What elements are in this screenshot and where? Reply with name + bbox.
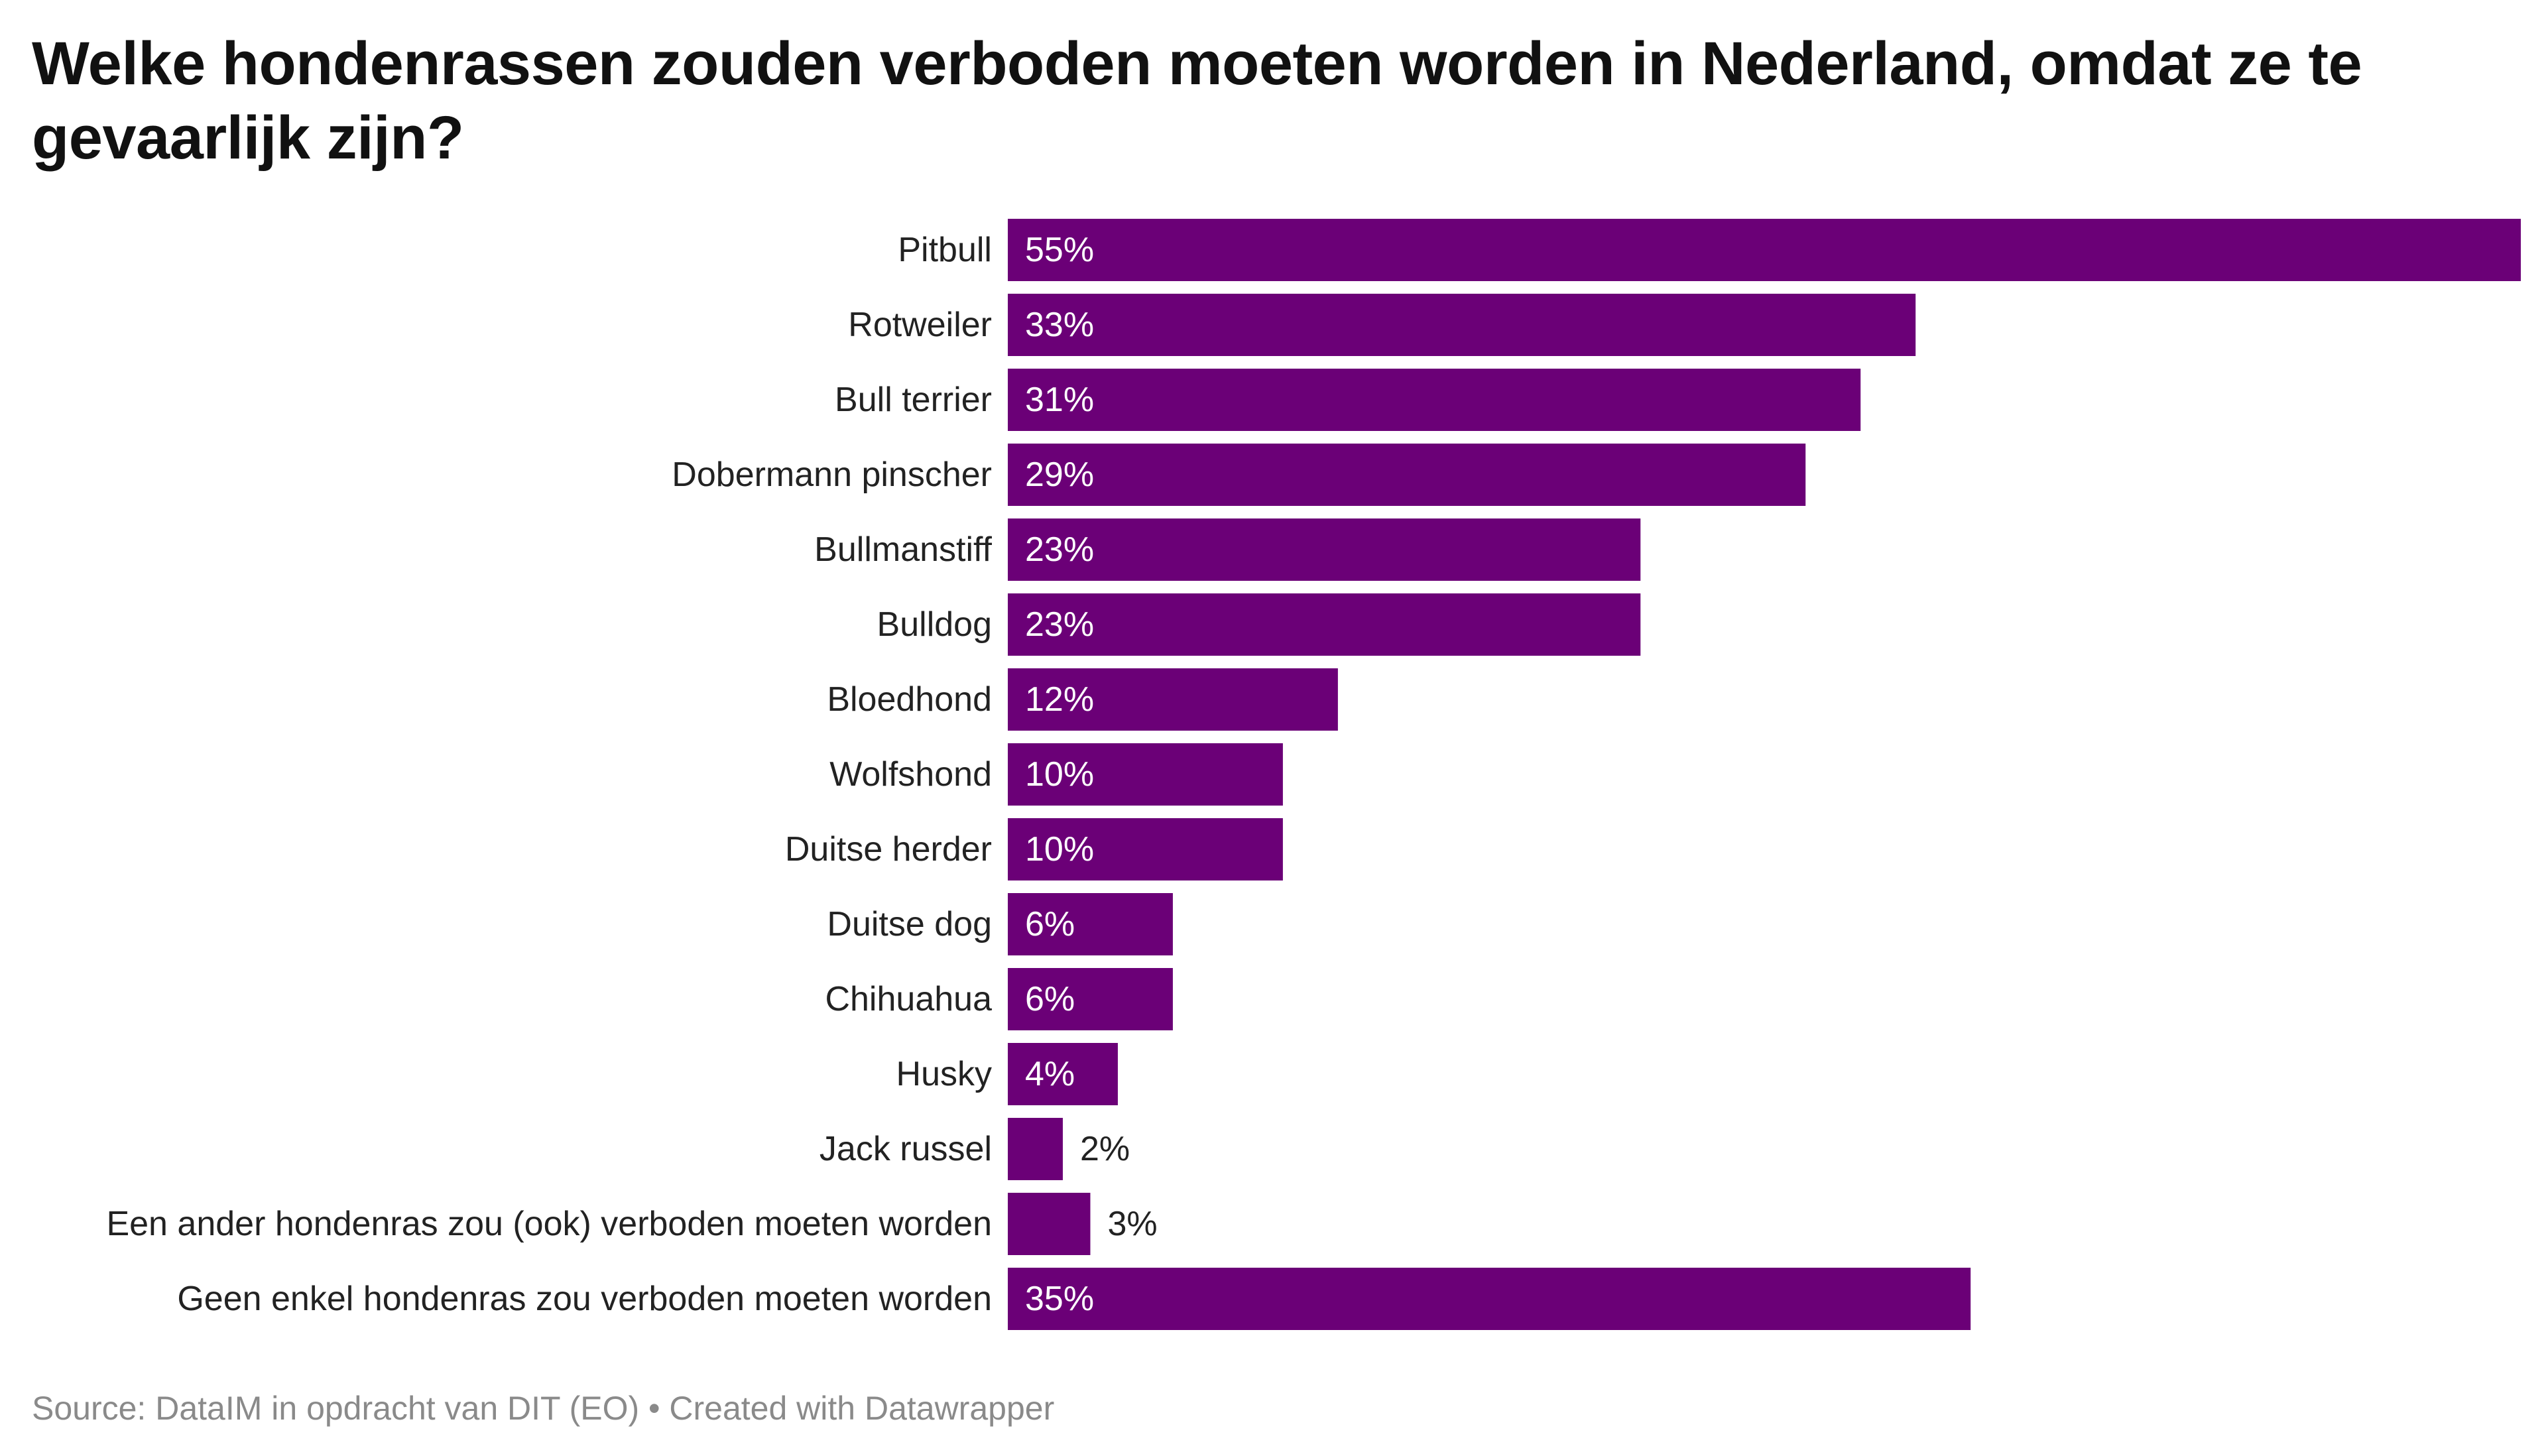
category-label: Rotweiler [848,306,992,344]
bar [1008,668,1338,731]
category-label: Een ander hondenras zou (ook) verboden m… [106,1205,992,1243]
value-label: 23% [1025,530,1094,569]
value-label: 35% [1025,1280,1094,1318]
category-label: Husky [896,1055,992,1093]
bar [1008,743,1283,806]
category-label: Duitse herder [785,830,992,869]
category-label: Bloedhond [827,680,992,719]
bar [1008,593,1641,656]
bar [1008,893,1173,955]
category-label: Bullmanstiff [814,530,992,569]
value-label: 55% [1025,231,1094,269]
category-label: Geen enkel hondenras zou verboden moeten… [177,1280,992,1318]
category-label: Chihuahua [825,980,992,1018]
value-label: 12% [1025,680,1094,719]
category-label: Bulldog [877,605,992,644]
category-label: Dobermann pinscher [672,455,992,494]
bar [1008,369,1861,431]
bar [1008,444,1806,506]
value-label: 31% [1025,381,1094,419]
value-label: 6% [1025,980,1075,1018]
category-label: Pitbull [898,231,992,269]
bar [1008,294,1916,356]
bar [1008,818,1283,880]
source-note: Source: DataIM in opdracht van DIT (EO) … [32,1390,1055,1427]
value-label: 2% [1080,1130,1130,1168]
category-label: Wolfshond [829,755,992,794]
bar [1008,1043,1118,1105]
value-label: 6% [1025,905,1075,943]
value-label: 33% [1025,306,1094,344]
value-label: 4% [1025,1055,1075,1093]
category-label: Duitse dog [827,905,992,943]
bar [1008,1268,1971,1330]
value-label: 29% [1025,455,1094,494]
bar [1008,968,1173,1030]
value-label: 10% [1025,830,1094,869]
bar [1008,219,2521,281]
value-label: 23% [1025,605,1094,644]
value-label: 3% [1107,1205,1157,1243]
value-label: 10% [1025,755,1094,794]
category-label: Bull terrier [835,381,992,419]
bar [1008,1118,1063,1180]
category-label: Jack russel [819,1130,992,1168]
bar [1008,518,1641,581]
chart-title: Welke hondenrassen zouden verboden moete… [32,30,2362,172]
bar [1008,1193,1091,1255]
